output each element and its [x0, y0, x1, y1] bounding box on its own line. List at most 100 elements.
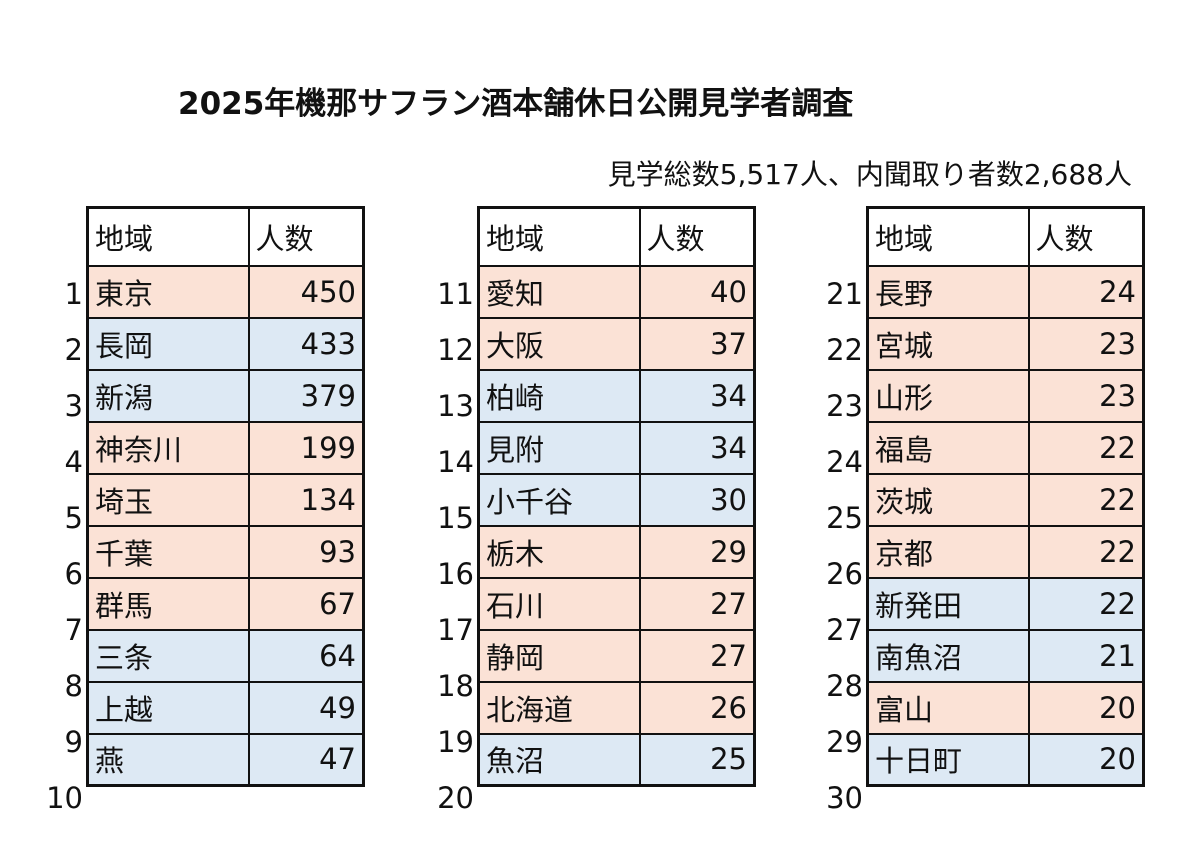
rank-number: 22: [826, 333, 863, 367]
rank-number: 19: [437, 725, 474, 759]
rank-number: 7: [64, 613, 83, 647]
table-row: 新潟 379: [86, 368, 365, 423]
count-cell: 199: [247, 420, 365, 475]
region-cell: 石川: [477, 576, 641, 631]
rank-number: 14: [437, 445, 474, 479]
rank-number: 25: [826, 501, 863, 535]
count-cell: 27: [638, 628, 756, 683]
region-cell: 愛知: [477, 264, 641, 319]
count-cell: 20: [1027, 680, 1145, 735]
count-cell: 67: [247, 576, 365, 631]
table-row: 長岡 433: [86, 316, 365, 371]
count-cell: 22: [1027, 524, 1145, 579]
region-cell: 十日町: [866, 732, 1030, 787]
rank-number: 3: [64, 389, 83, 423]
region-cell: 千葉: [86, 524, 250, 579]
count-cell: 23: [1027, 368, 1145, 423]
rank-number: 16: [437, 557, 474, 591]
region-cell: 燕: [86, 732, 250, 787]
count-cell: 93: [247, 524, 365, 579]
region-cell: 茨城: [866, 472, 1030, 527]
count-cell: 134: [247, 472, 365, 527]
count-cell: 37: [638, 316, 756, 371]
rank-number: 15: [437, 501, 474, 535]
ranking-table: 地域 人数 長野 24 宮城 23 山形 23 福島 22 茨城 22 京都 22 新発田 22 南魚沼 21 富山…: [866, 206, 1145, 787]
region-cell: 大阪: [477, 316, 641, 371]
table-header-row: 地域 人数: [477, 206, 756, 267]
table-row: 東京 450: [86, 264, 365, 319]
rank-number: 28: [826, 669, 863, 703]
rank-number: 8: [64, 669, 83, 703]
region-cell: 北海道: [477, 680, 641, 735]
column-header-count: 人数: [247, 206, 365, 267]
rank-number: 9: [64, 725, 83, 759]
region-cell: 神奈川: [86, 420, 250, 475]
column-header-region: 地域: [477, 206, 641, 267]
table-row: 大阪 37: [477, 316, 756, 371]
count-cell: 23: [1027, 316, 1145, 371]
rank-number: 2: [64, 333, 83, 367]
table-row: 千葉 93: [86, 524, 365, 579]
table-row: 長野 24: [866, 264, 1145, 319]
rank-number: 29: [826, 725, 863, 759]
region-cell: 長岡: [86, 316, 250, 371]
table-row: 柏崎 34: [477, 368, 756, 423]
table-row: 愛知 40: [477, 264, 756, 319]
region-cell: 三条: [86, 628, 250, 683]
count-cell: 24: [1027, 264, 1145, 319]
count-cell: 25: [638, 732, 756, 787]
rank-number: 6: [64, 557, 83, 591]
ranking-table: 地域 人数 東京 450 長岡 433 新潟 379 神奈川 199 埼玉 134 千葉 93 群馬 67 三条…: [86, 206, 365, 787]
rank-number: 12: [437, 333, 474, 367]
count-cell: 34: [638, 420, 756, 475]
count-cell: 49: [247, 680, 365, 735]
region-cell: 上越: [86, 680, 250, 735]
count-cell: 22: [1027, 420, 1145, 475]
region-cell: 山形: [866, 368, 1030, 423]
region-cell: 福島: [866, 420, 1030, 475]
table-header-row: 地域 人数: [86, 206, 365, 267]
rank-number: 17: [437, 613, 474, 647]
column-header-region: 地域: [86, 206, 250, 267]
count-cell: 21: [1027, 628, 1145, 683]
rank-number: 26: [826, 557, 863, 591]
rank-number: 27: [826, 613, 863, 647]
table-row: 神奈川 199: [86, 420, 365, 475]
region-cell: 長野: [866, 264, 1030, 319]
rank-number: 10: [46, 781, 83, 815]
rank-number: 4: [64, 445, 83, 479]
count-cell: 64: [247, 628, 365, 683]
count-cell: 40: [638, 264, 756, 319]
region-cell: 栃木: [477, 524, 641, 579]
table-row: 茨城 22: [866, 472, 1145, 527]
table-row: 埼玉 134: [86, 472, 365, 527]
table-row: 見附 34: [477, 420, 756, 475]
rank-number: 30: [826, 781, 863, 815]
rank-number: 21: [826, 277, 863, 311]
table-row: 北海道 26: [477, 680, 756, 735]
table-row: 上越 49: [86, 680, 365, 735]
table-row: 静岡 27: [477, 628, 756, 683]
table-row: 栃木 29: [477, 524, 756, 579]
table-row: 新発田 22: [866, 576, 1145, 631]
count-cell: 20: [1027, 732, 1145, 787]
region-cell: 新発田: [866, 576, 1030, 631]
rank-number: 24: [826, 445, 863, 479]
count-cell: 34: [638, 368, 756, 423]
region-cell: 見附: [477, 420, 641, 475]
table-row: 群馬 67: [86, 576, 365, 631]
table-row: 魚沼 25: [477, 732, 756, 787]
region-cell: 宮城: [866, 316, 1030, 371]
region-cell: 静岡: [477, 628, 641, 683]
rank-number: 11: [437, 277, 474, 311]
rank-number: 18: [437, 669, 474, 703]
summary-text: 見学総数5,517人、内聞取り者数2,688人: [607, 158, 1132, 191]
count-cell: 47: [247, 732, 365, 787]
count-cell: 22: [1027, 576, 1145, 631]
count-cell: 29: [638, 524, 756, 579]
table-row: 山形 23: [866, 368, 1145, 423]
rank-number: 23: [826, 389, 863, 423]
region-cell: 埼玉: [86, 472, 250, 527]
table-row: 南魚沼 21: [866, 628, 1145, 683]
region-cell: 群馬: [86, 576, 250, 631]
